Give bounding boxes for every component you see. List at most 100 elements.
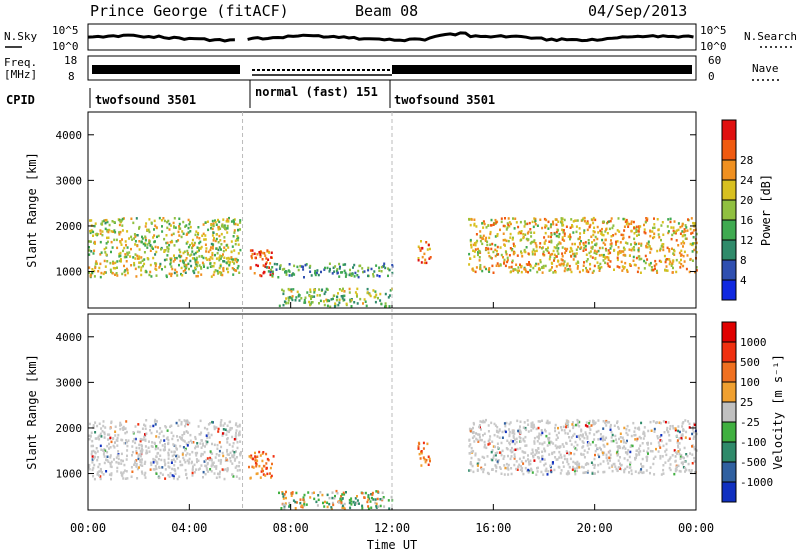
- scatter-cell: [197, 271, 200, 274]
- scatter-cell: [550, 235, 552, 239]
- scatter-cell: [123, 427, 126, 430]
- scatter-cell: [615, 240, 617, 244]
- scatter-cell: [526, 419, 529, 422]
- scatter-cell: [494, 424, 497, 427]
- scatter-cell: [469, 469, 472, 472]
- scatter-cell: [529, 265, 532, 268]
- scatter-cell: [294, 500, 297, 504]
- scatter-cell: [149, 461, 152, 465]
- scatter-cell: [563, 239, 566, 242]
- scatter-cell: [104, 265, 107, 268]
- scatter-cell: [378, 266, 381, 269]
- scatter-cell: [140, 269, 143, 272]
- scatter-cell: [217, 472, 220, 476]
- scatter-cell: [198, 247, 201, 250]
- scatter-cell: [577, 237, 580, 241]
- scatter-cell: [284, 503, 287, 507]
- scatter-cell: [661, 455, 664, 458]
- scatter-cell: [226, 227, 229, 230]
- scatter-cell: [239, 228, 241, 231]
- scatter-cell: [181, 274, 184, 277]
- scatter-cell: [124, 269, 127, 272]
- scatter-cell: [218, 472, 221, 476]
- scatter-cell: [92, 230, 95, 234]
- scatter-cell: [216, 269, 219, 273]
- scatter-cell: [191, 257, 194, 260]
- scatter-cell: [628, 455, 631, 459]
- scatter-cell: [337, 292, 339, 295]
- scatter-cell: [508, 225, 511, 228]
- scatter-cell: [188, 267, 190, 271]
- scatter-cell: [379, 299, 382, 302]
- scatter-cell: [143, 262, 146, 266]
- scatter-cell: [624, 451, 627, 454]
- scatter-cell: [642, 449, 645, 452]
- scatter-cell: [593, 422, 596, 425]
- scatter-cell: [285, 270, 288, 273]
- scatter-cell: [645, 217, 648, 220]
- scatter-cell: [505, 228, 508, 231]
- scatter-cell: [178, 263, 180, 267]
- scatter-cell: [489, 435, 492, 438]
- scatter-cell: [333, 497, 336, 500]
- scatter-cell: [179, 255, 182, 259]
- scatter-cell: [169, 241, 172, 244]
- scatter-cell: [490, 218, 493, 222]
- scatter-cell: [173, 244, 176, 247]
- scatter-cell: [587, 242, 590, 245]
- scatter-cell: [562, 425, 565, 429]
- scatter-cell: [647, 452, 649, 455]
- scatter-cell: [367, 505, 370, 508]
- scatter-cell: [207, 433, 210, 436]
- scatter-cell: [233, 221, 235, 224]
- scatter-cell: [582, 433, 584, 436]
- scatter-cell: [369, 294, 372, 298]
- scatter-cell: [204, 221, 207, 224]
- scatter-cell: [149, 270, 152, 274]
- scatter-cell: [148, 230, 151, 234]
- scatter-cell: [584, 424, 587, 427]
- scatter-cell: [376, 274, 379, 277]
- scatter-cell: [517, 271, 520, 274]
- scatter-cell: [506, 466, 509, 469]
- scatter-cell: [211, 251, 214, 255]
- scatter-cell: [541, 442, 544, 446]
- scatter-cell: [607, 264, 610, 268]
- scatter-cell: [356, 495, 358, 498]
- scatter-cell: [522, 451, 525, 454]
- scatter-cell: [211, 247, 214, 250]
- scatter-cell: [616, 450, 619, 454]
- scatter-cell: [372, 289, 375, 292]
- scatter-cell: [514, 268, 517, 271]
- scatter-cell: [503, 422, 506, 425]
- scatter-cell: [213, 262, 216, 265]
- scatter-cell: [508, 266, 511, 269]
- scatter-cell: [161, 225, 163, 228]
- scatter-cell: [568, 451, 571, 454]
- scatter-cell: [495, 221, 498, 224]
- scatter-cell: [500, 453, 503, 457]
- scatter-cell: [388, 268, 391, 272]
- scatter-cell: [238, 430, 241, 433]
- scatter-cell: [117, 457, 120, 461]
- scatter-cell: [686, 254, 689, 257]
- scatter-cell: [504, 264, 507, 268]
- scatter-cell: [103, 461, 106, 465]
- scatter-cell: [568, 465, 571, 469]
- scatter-cell: [212, 463, 214, 466]
- scatter-cell: [637, 233, 640, 236]
- scatter-cell: [530, 452, 533, 455]
- scatter-cell: [656, 218, 659, 221]
- scatter-cell: [497, 446, 499, 449]
- scatter-cell: [643, 432, 646, 435]
- scatter-cell: [223, 477, 226, 481]
- scatter-cell: [665, 265, 668, 268]
- scatter-cell: [206, 220, 209, 223]
- colorbar-tick-label: -500: [740, 456, 767, 469]
- scatter-cell: [537, 426, 540, 430]
- scatter-cell: [318, 288, 321, 291]
- scatter-cell: [625, 222, 628, 226]
- scatter-cell: [213, 443, 216, 447]
- scatter-cell: [537, 420, 540, 423]
- scatter-cell: [100, 469, 102, 473]
